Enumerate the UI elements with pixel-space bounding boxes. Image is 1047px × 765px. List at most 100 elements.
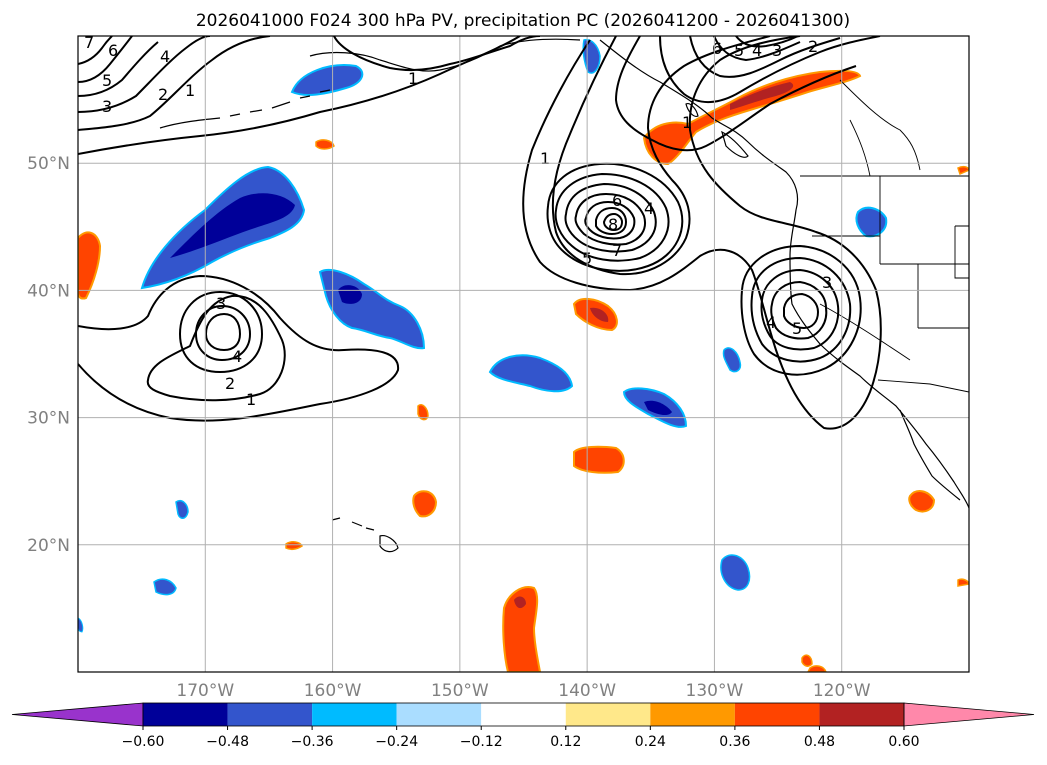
pv-contour-labels: 1 2 3 4 1 2 3 4 5 6 7 1 1 2 3 4 5 6 1 4 xyxy=(84,33,832,409)
pv-label-east-5: 5 xyxy=(734,41,744,60)
colorbar-tick-label: −0.60 xyxy=(122,734,165,750)
pv-label-nw-3: 3 xyxy=(102,97,112,116)
coastlines xyxy=(159,38,969,553)
pv-label-east-7: 1 xyxy=(682,113,692,132)
longitude-label: 120°W xyxy=(813,681,871,701)
precip-pos-15n-core xyxy=(514,596,526,609)
precip-negative-areas xyxy=(78,38,888,633)
colorbar-tick-label: 0.60 xyxy=(888,734,919,750)
pv-contour-ca-3 xyxy=(750,256,852,363)
pv-label-ca-4: 4 xyxy=(766,313,776,332)
precip-blob-34n-129w xyxy=(722,347,742,373)
pv-contour-gulf-4 xyxy=(564,182,657,253)
precip-pos-24n-151w xyxy=(412,490,438,518)
precip-pos-23n-113w xyxy=(908,490,936,513)
colorbar-bin xyxy=(312,703,397,726)
pv-label-gulf-6: 6 xyxy=(612,191,622,210)
colorbar-tick-label: 0.48 xyxy=(804,734,835,750)
map-background xyxy=(78,36,969,672)
latitude-labels: 50°N 40°N 30°N 20°N xyxy=(27,154,70,556)
pv-label-east-3: 3 xyxy=(772,41,782,60)
precip-pos-10n-124w xyxy=(807,665,827,672)
precip-pos-12n-125w xyxy=(801,654,813,667)
canada-interior-borders xyxy=(839,79,921,177)
hawaii-islands xyxy=(331,517,399,553)
baja-coast xyxy=(899,409,961,501)
pv-contours xyxy=(78,36,882,430)
precip-pos-16n-111w xyxy=(957,578,969,587)
pv-contour-west-4 xyxy=(194,304,252,362)
pv-contour-ca-6 xyxy=(783,292,820,330)
pv-contour-ca-5 xyxy=(770,280,828,340)
colorbar-bin xyxy=(650,703,735,726)
precip-blob-17n-174w xyxy=(153,578,177,596)
colorbar-tick-label: −0.48 xyxy=(206,734,249,750)
alaska-panhandle-coast xyxy=(599,39,969,509)
pv-label-east-1: 1 xyxy=(540,149,550,168)
pv-contour-east-2 xyxy=(551,36,771,276)
colorbar-bin xyxy=(565,703,651,726)
latitude-label: 30°N xyxy=(27,409,70,429)
pv-contour-nw-3 xyxy=(78,36,211,113)
pv-label-gulf-4: 4 xyxy=(644,199,654,218)
pv-contour-east-6 xyxy=(713,36,801,62)
pv-contour-nw-6 xyxy=(78,36,113,65)
colorbar-extend-negative xyxy=(11,702,144,727)
precip-pos-west-edge xyxy=(78,231,102,300)
pv-label-gulf-8: 8 xyxy=(608,215,618,234)
precip-pos-20n-164w xyxy=(285,541,303,551)
pv-label-west-2: 2 xyxy=(225,374,235,393)
pv-label-nw-4: 4 xyxy=(160,47,170,66)
precip-core-31n-136w xyxy=(644,400,672,416)
latitude-label: 20°N xyxy=(27,536,70,556)
pv-contour-ca-2 xyxy=(740,244,862,376)
precip-positive-areas xyxy=(78,69,969,672)
colorbar-bin xyxy=(227,703,313,726)
pv-contour-east-1 xyxy=(522,36,882,430)
pv-label-nw-2: 2 xyxy=(158,85,168,104)
colorbar-bin xyxy=(396,703,482,726)
pv-contour-west-5 xyxy=(204,312,242,352)
pv-contour-east-5 xyxy=(689,36,841,78)
pv-contour-west-1 xyxy=(78,274,400,422)
precip-pos-38n-core xyxy=(590,307,609,322)
precip-pos-30n-153w xyxy=(417,404,429,421)
colorbar-tick-label: −0.24 xyxy=(375,734,418,750)
vancouver-island xyxy=(721,130,749,158)
precip-pos-48n-110w xyxy=(957,165,969,176)
colorbar-extend-positive xyxy=(903,702,1035,727)
pv-contour-nw-4 xyxy=(78,41,159,97)
alaska-coast xyxy=(309,38,581,72)
precip-blob-23n-172w xyxy=(175,500,189,519)
pv-contour-nw-5 xyxy=(78,36,133,83)
colorbar: −0.60 −0.48 −0.36 −0.24 −0.12 0.12 0.24 0.36 0.4… xyxy=(11,702,1035,750)
longitude-label: 170°W xyxy=(176,681,234,701)
queen-charlotte xyxy=(685,103,699,117)
colorbar-bin xyxy=(734,703,820,726)
california-nevada-border xyxy=(819,303,911,361)
pv-label-nw-5: 5 xyxy=(102,71,112,90)
pv-contour-gulf-3 xyxy=(554,172,670,262)
pv-label-nw-1: 1 xyxy=(185,81,195,100)
pv-label-nw-7: 7 xyxy=(84,33,94,52)
pv-contour-gulf-8 xyxy=(602,212,624,232)
map-area: 1 2 3 4 1 2 3 4 5 6 7 1 1 2 3 4 5 6 1 4 xyxy=(27,33,970,701)
pv-label-east-4: 4 xyxy=(752,41,762,60)
longitude-label: 130°W xyxy=(686,681,744,701)
precip-blob-18n-129w xyxy=(720,554,751,591)
pv-label-west-4: 4 xyxy=(232,347,242,366)
us-mexico-border xyxy=(877,379,969,393)
precip-blob-33n-145w xyxy=(488,354,574,393)
colorbar-bin xyxy=(143,703,228,726)
colorbar-tick-label: −0.36 xyxy=(291,734,334,750)
latitude-label: 50°N xyxy=(27,154,70,174)
longitude-label: 150°W xyxy=(431,681,489,701)
precip-blob-aleutian xyxy=(290,64,364,96)
longitude-label: 140°W xyxy=(558,681,616,701)
pv-contour-alaska-1 xyxy=(333,36,541,72)
colorbar-tick-label: −0.12 xyxy=(460,734,503,750)
map-title: 2026041000 F024 300 hPa PV, precipitatio… xyxy=(196,11,850,31)
pv-contour-gulf-6 xyxy=(584,200,636,240)
longitude-label: 160°W xyxy=(304,681,362,701)
